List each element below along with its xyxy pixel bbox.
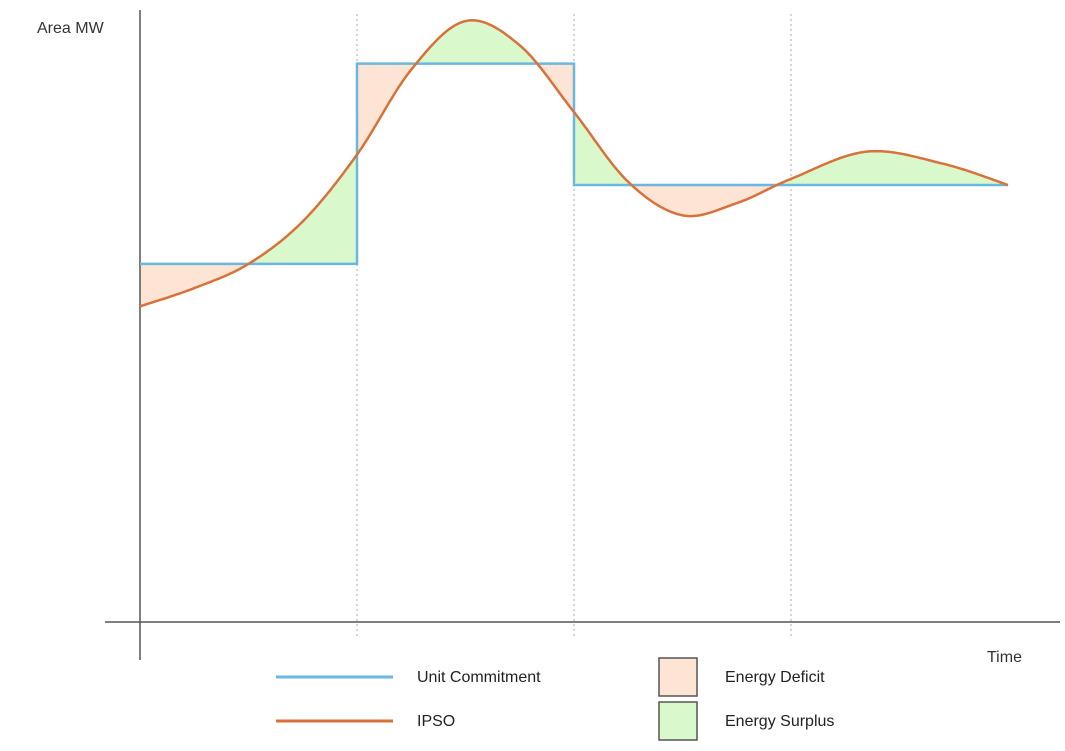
- energy-surplus-area: [574, 63, 633, 186]
- energy-surplus-area: [415, 20, 538, 65]
- energy-fill-areas: [140, 20, 1008, 307]
- legend-label: IPSO: [417, 713, 455, 730]
- legend-item-ipso: IPSO: [276, 713, 455, 730]
- legend-swatch: [658, 657, 698, 697]
- x-axis-label: Time: [987, 649, 1022, 666]
- ipso-line: [139, 19, 1009, 308]
- series: [139, 19, 1009, 308]
- legend-label: Unit Commitment: [417, 669, 541, 686]
- legend-item-energy-deficit: Energy Deficit: [658, 657, 825, 697]
- energy-surplus-area: [775, 151, 1008, 186]
- legend-item-unit-commitment: Unit Commitment: [276, 669, 541, 686]
- legend: Unit Commitment IPSO Energy Deficit Energy …: [276, 657, 834, 741]
- interval-dividers: [356, 14, 792, 636]
- energy-deficit-area: [536, 62, 576, 186]
- unit-commitment-line: [140, 62, 1008, 266]
- energy-surplus-area: [247, 63, 359, 265]
- legend-label: Energy Surplus: [725, 713, 834, 730]
- legend-item-energy-surplus: Energy Surplus: [658, 701, 834, 741]
- energy-deficit-area: [140, 263, 249, 307]
- axes: [105, 10, 1060, 660]
- legend-swatch: [658, 701, 698, 741]
- y-axis-label: Area MW: [37, 20, 105, 37]
- energy-deficit-area: [357, 63, 417, 264]
- energy-deficit-area: [631, 184, 778, 217]
- legend-label: Energy Deficit: [725, 669, 825, 686]
